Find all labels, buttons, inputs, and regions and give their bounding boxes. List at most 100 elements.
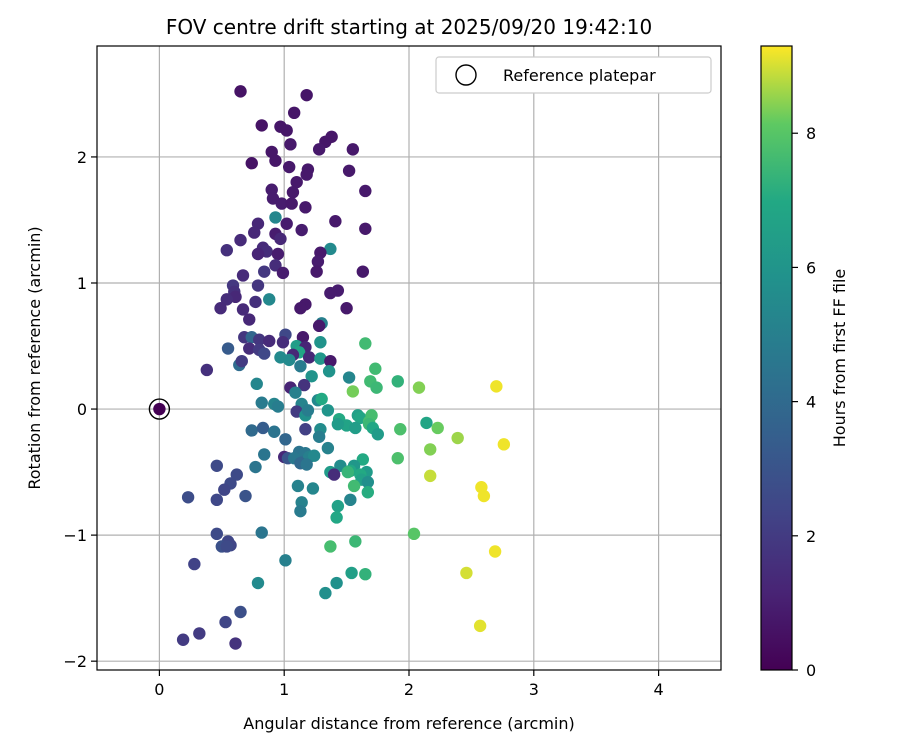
data-point: [311, 255, 325, 268]
data-point: [431, 421, 444, 435]
data-point: [424, 469, 437, 483]
data-point: [473, 619, 487, 633]
data-point: [282, 353, 296, 367]
data-point: [229, 637, 242, 650]
colorbar-tick-label: 6: [806, 258, 816, 277]
legend-label-reference: Reference platepar: [503, 66, 656, 85]
x-tick-label: 2: [404, 680, 414, 699]
x-tick-label: 0: [154, 680, 164, 699]
data-point: [276, 266, 290, 280]
data-point: [305, 370, 318, 383]
colorbar-tick-label: 4: [806, 393, 816, 412]
data-point: [249, 460, 262, 474]
data-point: [268, 425, 281, 438]
data-point: [220, 293, 233, 306]
x-axis-label: Angular distance from reference (arcmin): [243, 714, 574, 733]
data-point: [315, 392, 328, 406]
x-tick-label: 3: [529, 680, 539, 699]
chart-title: FOV centre drift starting at 2025/09/20 …: [166, 15, 652, 39]
data-point: [321, 441, 335, 455]
data-point: [324, 540, 337, 553]
data-point: [285, 197, 298, 210]
data-point: [291, 479, 305, 493]
data-point: [243, 313, 256, 326]
data-point: [218, 483, 231, 496]
data-point: [306, 482, 320, 495]
data-point: [258, 347, 271, 360]
data-point: [249, 295, 262, 309]
data-point: [271, 247, 285, 261]
colorbar-tick-label: 0: [806, 661, 816, 680]
data-point: [342, 164, 356, 177]
data-point: [330, 576, 343, 590]
data-point: [219, 615, 232, 629]
x-tick-label: 1: [279, 680, 289, 699]
data-point: [424, 443, 437, 456]
data-point: [294, 359, 307, 373]
data-point: [234, 605, 247, 619]
data-point: [188, 557, 201, 571]
data-point: [214, 302, 227, 315]
data-point: [280, 217, 293, 230]
data-point: [176, 633, 190, 646]
x-tick-label: 4: [654, 680, 664, 699]
data-point: [340, 302, 353, 315]
colorbar-ticks: 0 2 4 6 8: [792, 124, 816, 680]
data-point: [300, 458, 313, 471]
data-point: [347, 479, 361, 493]
data-point: [295, 223, 308, 237]
data-point: [327, 468, 341, 481]
data-point: [322, 365, 336, 378]
y-tick-label: 2: [77, 148, 87, 167]
data-point: [239, 489, 252, 503]
data-point: [255, 119, 268, 132]
data-point: [497, 438, 511, 451]
data-point: [280, 124, 293, 137]
data-point: [488, 545, 502, 558]
data-point: [250, 377, 263, 391]
data-point: [369, 362, 382, 375]
data-point: [349, 535, 362, 548]
data-point: [349, 421, 362, 435]
data-point: [234, 85, 247, 98]
data-point: [269, 211, 282, 224]
data-point: [234, 233, 247, 247]
data-point: [341, 465, 355, 479]
data-point: [314, 336, 327, 349]
data-point: [245, 424, 258, 437]
legend-marker-reference: [455, 64, 477, 86]
colorbar-tick-label: 2: [806, 527, 816, 546]
data-point: [248, 226, 261, 239]
colorbar-gradient: [760, 45, 793, 671]
data-point: [412, 381, 426, 394]
data-point: [330, 511, 343, 524]
y-tick-label: 1: [77, 274, 87, 293]
axis-ticks: 0 1 2 3 4 −2 −1 0 1 2: [63, 148, 663, 699]
data-point: [286, 186, 300, 199]
data-point: [251, 247, 265, 261]
data-point: [236, 269, 250, 282]
data-point: [329, 215, 342, 228]
data-point: [307, 449, 321, 462]
legend-box: [435, 56, 712, 94]
data-point: [359, 337, 372, 350]
data-point: [274, 232, 287, 246]
data-point: [210, 493, 224, 507]
data-point: [346, 385, 360, 398]
data-point: [289, 386, 302, 399]
data-point: [312, 143, 326, 156]
data-point: [255, 526, 268, 539]
y-tick-label: 0: [77, 400, 87, 419]
colorbar: 0 2 4 6 8 Hours from first FF file: [760, 45, 849, 680]
data-point: [361, 475, 375, 489]
data-point: [294, 302, 307, 315]
data-point: [284, 138, 297, 151]
y-tick-label: −1: [63, 526, 87, 545]
data-point: [221, 342, 235, 355]
data-point: [451, 431, 464, 445]
data-point: [256, 421, 270, 435]
data-point: [271, 400, 285, 413]
data-point: [346, 143, 360, 156]
data-point: [220, 540, 233, 553]
